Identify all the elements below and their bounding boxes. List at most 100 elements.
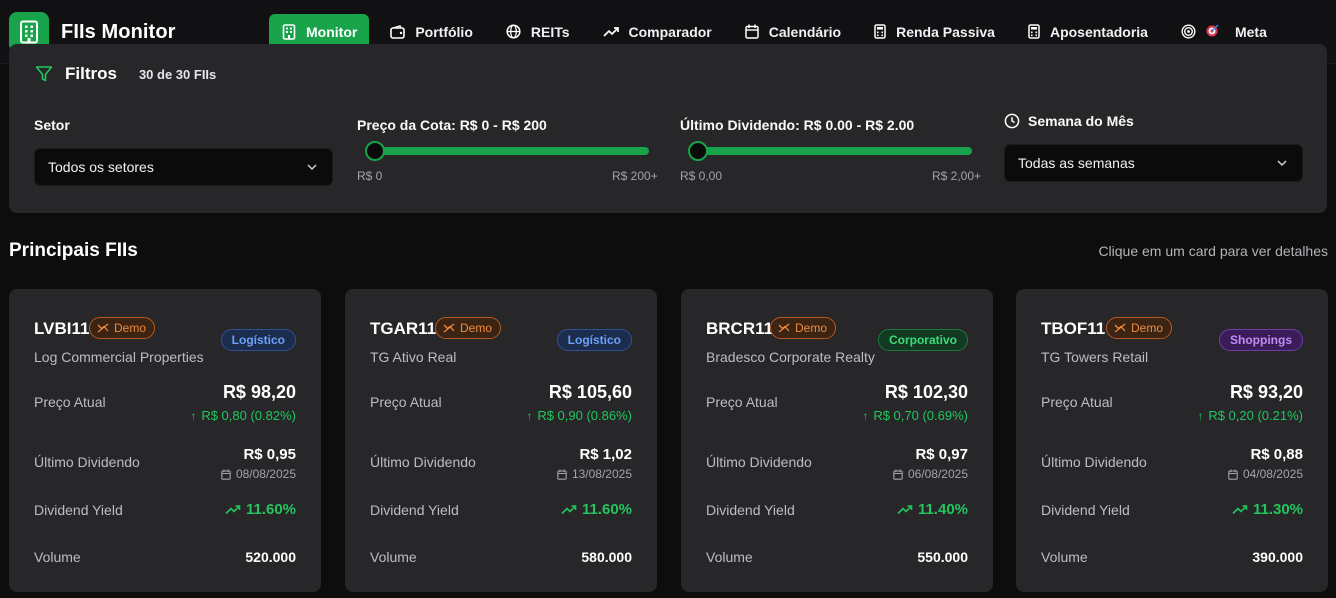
trending-up-icon <box>1232 505 1248 515</box>
nav-monitor[interactable]: Monitor <box>269 14 370 49</box>
arrow-up-icon: ↑ <box>526 408 533 423</box>
building-icon <box>282 23 296 40</box>
dividend-yield-label: Dividend Yield <box>370 502 459 518</box>
nav-label: Calendário <box>768 23 842 40</box>
calculator-icon <box>874 24 886 39</box>
nav-reits[interactable]: REITs <box>493 14 582 49</box>
price-change-value: R$ 0,80 (0.82%) <box>201 408 296 423</box>
week-label-row: Semana do Mês <box>1004 113 1134 129</box>
dividend-date-value: 04/08/2025 <box>1242 467 1303 481</box>
price-label: Preço Atual <box>1041 394 1113 410</box>
current-price: R$ 98,20 <box>222 382 296 402</box>
nav-label: Monitor <box>306 23 358 40</box>
fii-card-tgar11[interactable]: TGAR11 Demo Logístico TG Ativo Real Preç… <box>345 289 657 592</box>
fii-ticker: BRCR11 <box>706 319 774 338</box>
nav-comparador[interactable]: Comparador <box>590 14 724 49</box>
dividend-yield-value: 11.60% <box>581 501 632 518</box>
price-range-track[interactable] <box>366 147 649 155</box>
sector-badge: Logístico <box>220 329 296 351</box>
dart-emoji-icon <box>1206 24 1229 40</box>
trending-down-off-icon <box>1114 323 1126 333</box>
sector-label: Setor <box>34 117 70 133</box>
globe-icon <box>506 24 521 39</box>
dividend-yield: 11.60% <box>225 501 296 518</box>
fii-card-lvbi11[interactable]: LVBI11 Demo Logístico Log Commercial Pro… <box>9 289 321 592</box>
price-label: Preço Atual <box>34 394 106 410</box>
trending-up-icon <box>225 505 241 515</box>
volume-label: Volume <box>706 549 753 565</box>
filters-title: Filtros <box>65 64 117 83</box>
calendar-icon <box>893 469 903 480</box>
trending-up-icon <box>561 505 577 515</box>
dividend-yield-label: Dividend Yield <box>34 502 123 518</box>
demo-badge: Demo <box>1106 317 1173 339</box>
fii-name: Bradesco Corporate Realty <box>706 349 875 365</box>
fii-name: Log Commercial Properties <box>34 349 204 365</box>
dividend-range-label: Último Dividendo: R$ 0.00 - R$ 2.00 <box>680 117 915 133</box>
filters-panel: Filtros 30 de 30 FIIs Setor Todos os set… <box>9 44 1327 213</box>
arrow-up-icon: ↑ <box>862 408 869 423</box>
dividend-date: 06/08/2025 <box>893 467 968 481</box>
dividend-range-min-handle[interactable] <box>688 141 708 161</box>
clock-icon <box>1004 113 1020 129</box>
volume-value: 520.000 <box>245 549 296 565</box>
volume-value: 580.000 <box>581 549 632 565</box>
last-dividend-value: R$ 0,95 <box>243 446 296 463</box>
nav-meta[interactable]: Meta <box>1168 14 1279 49</box>
sector-select-value: Todos os setores <box>48 159 154 175</box>
sector-badge: Shoppings <box>1219 329 1303 351</box>
demo-badge: Demo <box>435 317 502 339</box>
fii-card-tbof11[interactable]: TBOF11 Demo Shoppings TG Towers Retail P… <box>1016 289 1328 592</box>
calendar-icon <box>745 24 759 39</box>
fii-ticker: TGAR11 <box>370 319 437 338</box>
price-change: ↑ R$ 0,20 (0.21%) <box>1197 408 1303 423</box>
volume-value: 550.000 <box>917 549 968 565</box>
dividend-yield-value: 11.60% <box>245 501 296 518</box>
dividend-date: 04/08/2025 <box>1228 467 1303 481</box>
nav-label: Aposentadoria <box>1049 23 1148 40</box>
fii-ticker: LVBI11 <box>34 319 90 338</box>
calendar-icon <box>557 469 567 480</box>
volume-label: Volume <box>370 549 417 565</box>
demo-label: Demo <box>460 321 493 335</box>
last-dividend-value: R$ 1,02 <box>579 446 632 463</box>
price-change: ↑ R$ 0,90 (0.86%) <box>526 408 632 423</box>
current-price: R$ 105,60 <box>548 382 632 402</box>
current-price: R$ 93,20 <box>1229 382 1303 402</box>
last-dividend-label: Último Dividendo <box>34 454 140 470</box>
nav-portfolio[interactable]: Portfólio <box>377 14 485 49</box>
week-select-value: Todas as semanas <box>1018 155 1135 171</box>
demo-label: Demo <box>795 321 828 335</box>
chevron-down-icon <box>307 164 317 171</box>
week-select[interactable]: Todas as semanas <box>1004 144 1303 182</box>
price-label: Preço Atual <box>370 394 442 410</box>
filters-header: Filtros 30 de 30 FIIs <box>35 64 216 84</box>
price-change-value: R$ 0,90 (0.86%) <box>537 408 632 423</box>
dividend-yield: 11.40% <box>897 501 968 518</box>
filter-icon <box>35 66 53 82</box>
dividend-date-value: 06/08/2025 <box>907 467 968 481</box>
nav-renda-passiva[interactable]: Renda Passiva <box>861 14 1007 49</box>
demo-badge: Demo <box>770 317 837 339</box>
sector-badge: Corporativo <box>877 329 968 351</box>
calculator-icon <box>1028 24 1040 39</box>
nav-calendario[interactable]: Calendário <box>732 14 853 49</box>
price-range-min-label: R$ 0 <box>357 169 383 183</box>
last-dividend-value: R$ 0,88 <box>1250 446 1303 463</box>
dividend-yield: 11.60% <box>561 501 632 518</box>
volume-label: Volume <box>34 549 81 565</box>
price-change: ↑ R$ 0,70 (0.69%) <box>862 408 968 423</box>
price-label: Preço Atual <box>706 394 778 410</box>
trending-down-off-icon <box>443 323 455 333</box>
dividend-range-min-label: R$ 0,00 <box>680 169 723 183</box>
sector-select[interactable]: Todos os setores <box>34 148 333 186</box>
dividend-range-track[interactable] <box>689 147 972 155</box>
main-nav: Monitor Portfólio REITs Comparador <box>269 14 1287 49</box>
nav-label: Portfólio <box>415 23 473 40</box>
price-range-min-handle[interactable] <box>365 141 385 161</box>
fii-card-brcr11[interactable]: BRCR11 Demo Corporativo Bradesco Corpora… <box>681 289 993 592</box>
nav-aposentadoria[interactable]: Aposentadoria <box>1015 14 1160 49</box>
target-icon <box>1181 24 1196 39</box>
calendar-icon <box>1228 469 1238 480</box>
trending-down-off-icon <box>97 323 109 333</box>
